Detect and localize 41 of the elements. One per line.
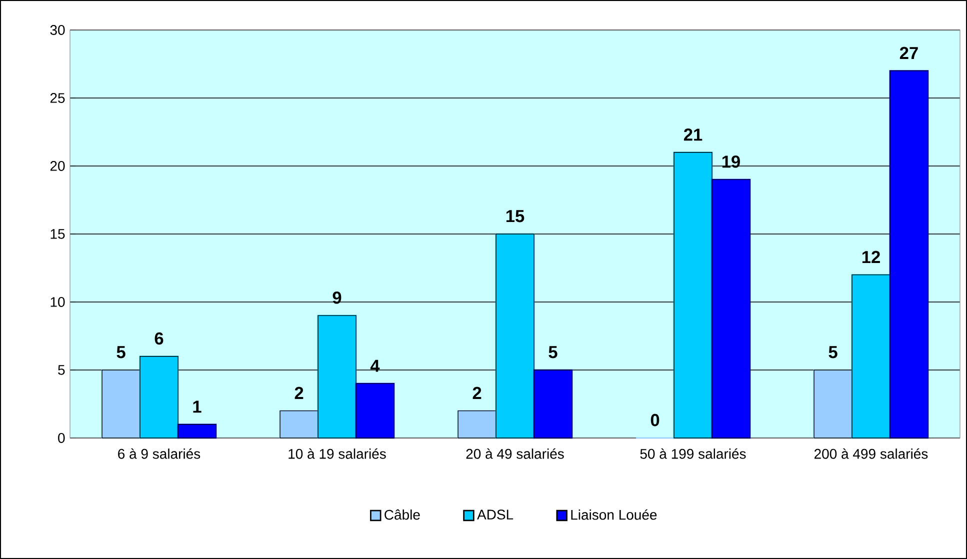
bar: [317, 314, 357, 439]
y-tick-label: 20: [50, 161, 65, 171]
bar: [139, 356, 179, 439]
y-tick-label: 5: [58, 365, 65, 375]
legend-label: ADSL: [477, 510, 514, 520]
data-label: 0: [650, 414, 660, 426]
y-tick-label: 25: [50, 93, 65, 103]
bar: [495, 233, 535, 439]
y-tick-label: 15: [50, 229, 65, 239]
bar: [711, 178, 751, 439]
data-label: 19: [722, 156, 740, 168]
bar: [355, 382, 395, 439]
x-tick-label: 6 à 9 salariés: [118, 448, 200, 459]
x-tick-label: 200 à 499 salariés: [814, 448, 928, 459]
bar: [101, 369, 141, 439]
x-tick-label: 50 à 199 salariés: [640, 448, 746, 459]
bar: [813, 369, 853, 439]
bar: [889, 70, 929, 439]
data-label: 5: [116, 346, 126, 358]
data-label: 6: [154, 332, 164, 345]
y-tick-label: 30: [50, 25, 65, 35]
legend-label: Liaison Louée: [571, 509, 657, 520]
data-label: 9: [332, 292, 342, 304]
x-tick-label: 20 à 49 salariés: [466, 448, 564, 459]
bar: [673, 152, 713, 439]
data-label: 15: [506, 210, 524, 222]
data-label: 2: [472, 386, 482, 400]
y-tick-label: 10: [50, 297, 65, 307]
y-tick-label: 0: [58, 433, 65, 443]
data-label: 5: [828, 346, 838, 358]
data-label: 5: [548, 346, 558, 358]
data-label: 12: [862, 250, 880, 264]
data-label: 4: [370, 360, 380, 372]
data-label: 1: [193, 400, 202, 413]
data-label: 27: [900, 46, 918, 60]
bar: [851, 274, 891, 439]
data-label: 2: [294, 386, 304, 400]
data-label: 21: [684, 128, 702, 141]
bar: [533, 369, 573, 439]
x-tick-label: 10 à 19 salariés: [288, 448, 386, 459]
legend-label: Câble: [384, 509, 420, 520]
